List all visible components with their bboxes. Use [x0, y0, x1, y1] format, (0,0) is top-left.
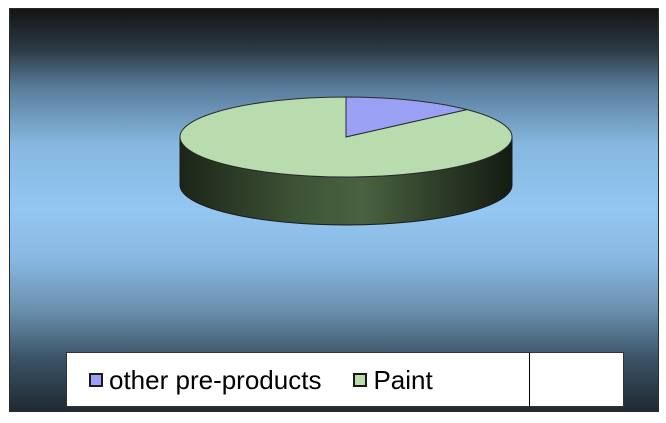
pie-top-group [179, 96, 513, 178]
legend-item-paint: Paint [353, 364, 433, 395]
legend-label-paint: Paint [373, 364, 433, 395]
legend: other pre-products Paint [66, 352, 624, 407]
pie-chart [179, 96, 513, 226]
legend-item-other-pre-products: other pre-products [89, 367, 321, 393]
legend-label-other-pre-products: other pre-products [109, 364, 322, 395]
legend-swatch-other-pre-products [89, 372, 103, 387]
pie-slice-paint [179, 96, 513, 178]
text-cursor [529, 353, 530, 406]
legend-swatch-paint [353, 372, 368, 387]
chart-area: other pre-products Paint [9, 8, 659, 412]
pie-slice-other-pre-products [345, 96, 468, 138]
